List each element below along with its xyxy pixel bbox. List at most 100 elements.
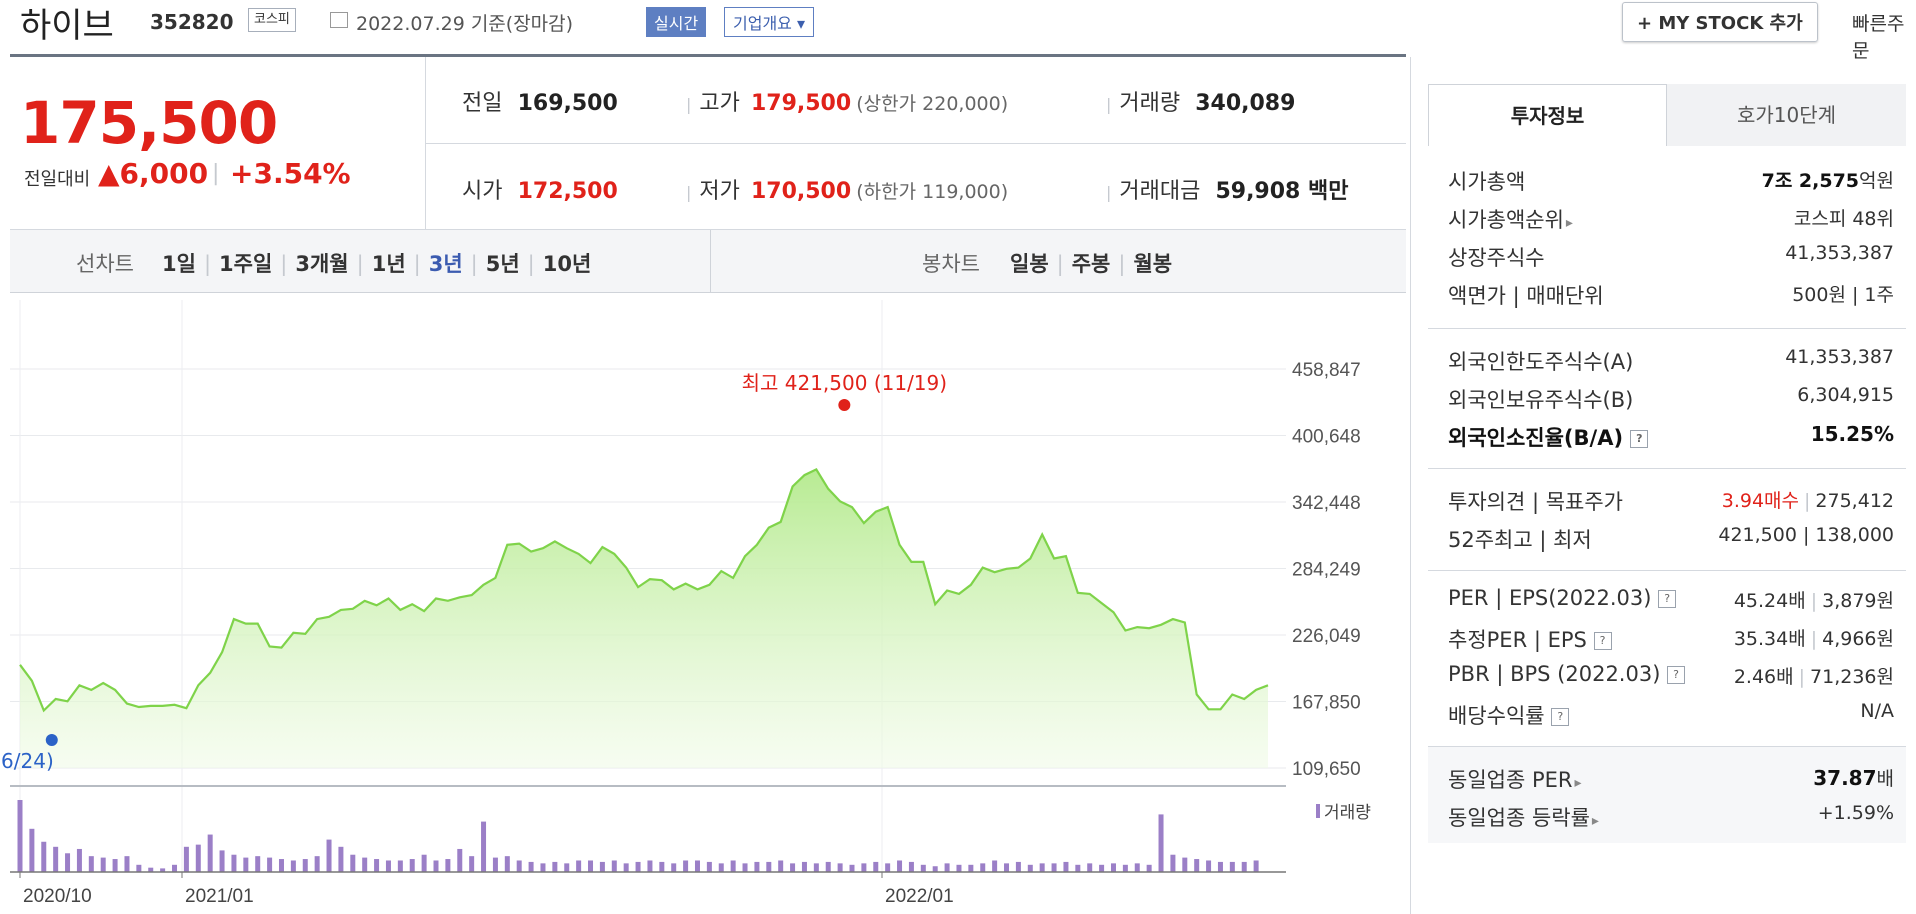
- y-tick-label: 284,249: [1292, 559, 1361, 580]
- tab-invest-info[interactable]: 투자정보: [1428, 84, 1666, 146]
- quick-order-link[interactable]: 빠른주문: [1852, 13, 1905, 62]
- chevron-right-icon: ▸: [1574, 775, 1582, 791]
- volume-bar: [611, 860, 617, 872]
- volume-bar: [469, 856, 475, 872]
- volume-bar: [659, 861, 665, 872]
- volume-bar: [528, 861, 534, 872]
- volume-bar: [599, 861, 605, 872]
- volume-bar: [1158, 814, 1164, 872]
- volume-bar: [172, 864, 178, 872]
- volume-bar: [968, 864, 974, 872]
- foreign-ratio-row: 외국인소진율(B/A) ? 15.25%: [1448, 422, 1894, 450]
- y-tick-label: 342,448: [1292, 493, 1361, 514]
- volume-bar: [1063, 861, 1069, 872]
- volume-bar: [374, 859, 380, 872]
- volume-bar: [445, 859, 451, 872]
- realtime-button[interactable]: 실시간: [646, 7, 707, 37]
- volume-bar: [754, 861, 760, 872]
- volume-bar: [908, 861, 914, 872]
- market-cap-row: 시가총액 7조 2,575억원: [1448, 170, 1894, 194]
- volume-bar: [1253, 860, 1259, 872]
- sector-per-row[interactable]: 동일업종 PER ▸ 37.87배: [1448, 766, 1894, 792]
- volume-bar: [100, 857, 106, 872]
- volume-bar: [88, 856, 94, 872]
- current-price: 175,500: [20, 89, 278, 157]
- investment-panel: 투자정보 호가10단계 시가총액 7조 2,575억원 시가총액순위 ▸ 코스피 …: [1428, 84, 1906, 914]
- volume-bar: [1229, 861, 1235, 872]
- volume-bar: [492, 857, 498, 872]
- help-icon[interactable]: ?: [1593, 632, 1612, 650]
- company-overview-button[interactable]: 기업개요 ▾: [724, 7, 815, 37]
- volume-bar: [1241, 861, 1247, 872]
- help-icon[interactable]: ?: [1667, 666, 1686, 684]
- quote-panel: 175,500 전일대비 ▲6,000 | +3.54% 전일 169,500 …: [10, 57, 1406, 230]
- volume-bar: [504, 856, 510, 872]
- volume-bar: [825, 861, 831, 872]
- volume-bar: [409, 859, 415, 872]
- help-icon[interactable]: ?: [1551, 708, 1570, 726]
- tab-hoga-10[interactable]: 호가10단계: [1666, 84, 1906, 146]
- price-chart: 458,847 400,648 342,448 284,249 226,049 167,8…: [0, 300, 1371, 907]
- volume-bar: [1194, 859, 1200, 872]
- volume-bar: [1170, 854, 1176, 872]
- period-tab-5[interactable]: 5년: [485, 252, 520, 276]
- help-icon[interactable]: ?: [1630, 430, 1649, 448]
- volume-bar: [873, 861, 879, 872]
- candle-tab-1[interactable]: 주봉: [1071, 252, 1111, 276]
- period-tab-0[interactable]: 1일: [162, 252, 196, 276]
- foreign-limit-row: 외국인한도주식수(A) 41,353,387: [1448, 346, 1894, 374]
- volume-bar: [1146, 864, 1152, 872]
- period-tab-3[interactable]: 1년: [371, 252, 406, 276]
- volume-bar: [1075, 864, 1081, 872]
- volume-bar: [694, 860, 700, 872]
- volume-bar: [350, 854, 356, 872]
- price-box: 175,500 전일대비 ▲6,000 | +3.54%: [10, 57, 426, 229]
- volume-bar: [433, 860, 439, 872]
- period-tab-4[interactable]: 3년: [428, 252, 463, 276]
- candle-tab-0[interactable]: 일봉: [1010, 252, 1049, 276]
- candle-chart-label: 봉차트: [922, 252, 980, 276]
- sector-rate-row[interactable]: 동일업종 등락률 ▸ +1.59%: [1448, 802, 1894, 830]
- period-tab-6[interactable]: 10년: [542, 252, 592, 276]
- volume-bar: [29, 828, 35, 872]
- volume-bar: [576, 860, 582, 872]
- candle-tab-2[interactable]: 월봉: [1133, 252, 1173, 276]
- volume-bar: [564, 863, 570, 872]
- y-tick-label: 109,650: [1292, 759, 1361, 780]
- volume-bar: [41, 841, 47, 872]
- x-tick-label: 2020/10: [23, 886, 92, 907]
- volume-bar: [397, 860, 403, 872]
- volume-bar: [932, 866, 938, 872]
- volume-bar: [362, 857, 368, 872]
- volume-bar: [207, 834, 213, 872]
- volume-bar: [837, 863, 843, 872]
- add-mystock-button[interactable]: + MY STOCK 추가: [1622, 2, 1818, 42]
- period-tab-2[interactable]: 3개월: [295, 252, 349, 276]
- volume-bar: [124, 856, 130, 872]
- volume-bar: [1087, 863, 1093, 872]
- high-price: | 고가 179,500 (상한가 220,000): [686, 91, 1009, 116]
- volume-bar: [1015, 861, 1021, 872]
- volume-bar: [885, 863, 891, 872]
- dividend-row: 배당수익률 ? N/A: [1448, 700, 1894, 728]
- chevron-right-icon: ▸: [1565, 215, 1573, 231]
- volume-bar: [552, 861, 558, 872]
- pbr-bps-row: PBR | BPS (2022.03) ? 2.46배 | 71,236원: [1448, 662, 1894, 688]
- max-marker: [838, 399, 851, 411]
- volume-bar: [1110, 863, 1116, 872]
- volume-bar: [1217, 861, 1223, 872]
- y-tick-label: 458,847: [1292, 360, 1361, 381]
- period-bar: 선차트 1일 | 1주일 | 3개월 | 1년 | 3년 | 5년 | 10년 봉차트 일봉 | 주봉 | 월봉: [10, 230, 1406, 293]
- volume-legend: 거래량: [1324, 803, 1371, 823]
- volume-bar: [267, 857, 273, 872]
- chevron-right-icon: ▸: [1591, 813, 1599, 829]
- help-icon[interactable]: ?: [1658, 590, 1677, 608]
- period-tab-1[interactable]: 1주일: [219, 252, 273, 276]
- date-text: 2022.07.29 기준(장마감): [356, 13, 574, 35]
- candle-period-tabs: 일봉 | 주봉 | 월봉: [1010, 252, 1173, 276]
- header-rule: [10, 54, 1406, 57]
- volume-bar: [302, 859, 308, 872]
- volume-bar: [219, 850, 225, 872]
- market-cap-rank-row[interactable]: 시가총액순위 ▸ 코스피 48위: [1448, 208, 1894, 232]
- listed-shares-row: 상장주식수 41,353,387: [1448, 242, 1894, 270]
